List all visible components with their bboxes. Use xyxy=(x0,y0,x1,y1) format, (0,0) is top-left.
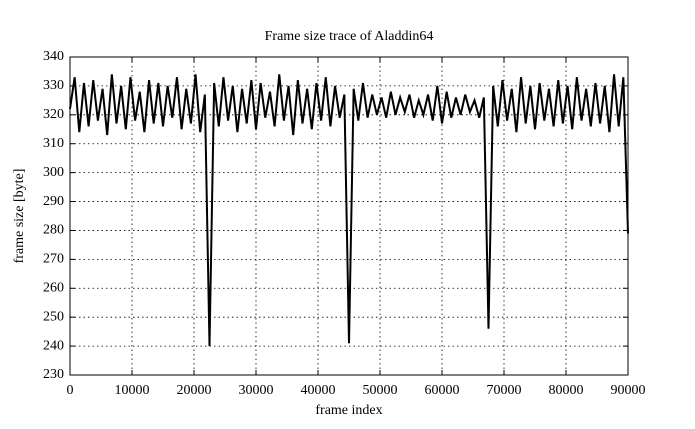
x-tick-label: 70000 xyxy=(487,383,522,398)
x-tick-label: 80000 xyxy=(549,383,584,398)
y-tick-label: 300 xyxy=(43,165,64,180)
x-tick-label: 90000 xyxy=(611,383,646,398)
x-tick-label: 60000 xyxy=(425,383,460,398)
y-tick-label: 260 xyxy=(43,280,64,295)
y-tick-label: 340 xyxy=(43,49,64,64)
y-tick-label: 250 xyxy=(43,309,64,324)
x-tick-label: 40000 xyxy=(301,383,336,398)
x-tick-label: 10000 xyxy=(115,383,150,398)
x-tick-label: 30000 xyxy=(239,383,274,398)
y-tick-label: 290 xyxy=(43,194,64,209)
y-tick-label: 230 xyxy=(43,367,64,382)
y-tick-label: 310 xyxy=(43,136,64,151)
x-tick-label: 20000 xyxy=(177,383,212,398)
y-tick-label: 270 xyxy=(43,252,64,267)
x-tick-label: 0 xyxy=(67,383,74,398)
x-tick-label: 50000 xyxy=(363,383,398,398)
y-tick-label: 320 xyxy=(43,107,64,122)
y-tick-label: 240 xyxy=(43,338,64,353)
y-tick-label: 330 xyxy=(43,78,64,93)
x-axis-label: frame index xyxy=(315,403,382,418)
chart-title: Frame size trace of Aladdin64 xyxy=(265,29,434,44)
y-tick-label: 280 xyxy=(43,223,64,238)
y-axis-label: frame size [byte] xyxy=(12,169,27,264)
line-series xyxy=(69,74,629,347)
